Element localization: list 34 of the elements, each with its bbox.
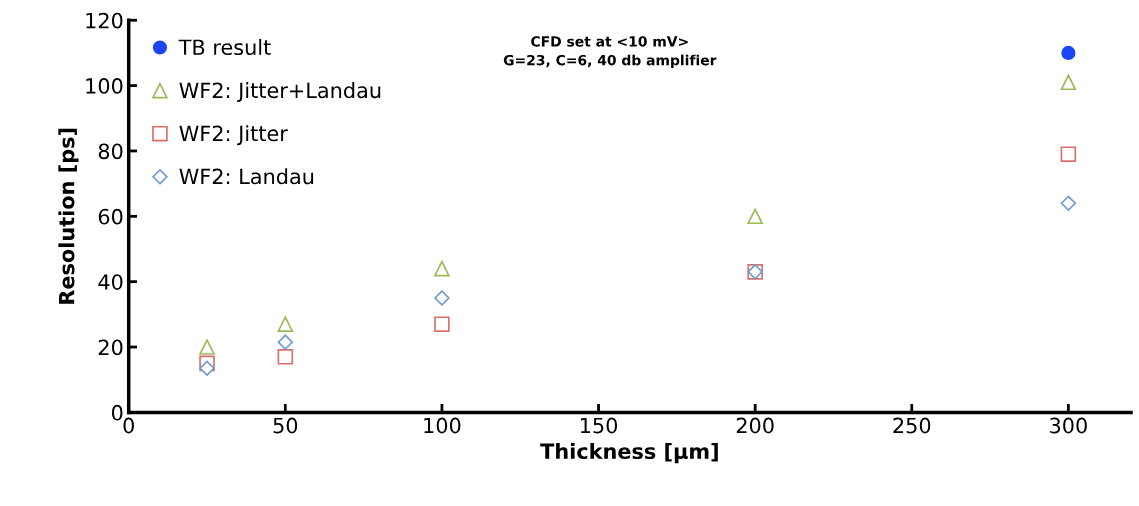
y-tick-label: 20 bbox=[98, 339, 123, 356]
x-tick-label: 0 bbox=[123, 417, 134, 434]
legend-label: WF2: Landau bbox=[179, 168, 314, 185]
point bbox=[277, 334, 294, 350]
legend-label: WF2: Jitter bbox=[179, 125, 288, 146]
point bbox=[1061, 45, 1076, 61]
x-axis-title: Thickness [μm] bbox=[540, 442, 718, 464]
y-tick-label: 100 bbox=[86, 78, 123, 94]
y-tick-label: 80 bbox=[98, 143, 123, 160]
point bbox=[747, 208, 763, 225]
point bbox=[277, 349, 294, 365]
point bbox=[1060, 74, 1077, 91]
point bbox=[199, 339, 215, 355]
point bbox=[277, 316, 294, 332]
point bbox=[1060, 146, 1077, 163]
point bbox=[199, 360, 215, 376]
x-tick-label: 200 bbox=[736, 417, 774, 434]
point bbox=[434, 316, 450, 332]
x-tick-label: 250 bbox=[893, 417, 931, 434]
y-tick-label: 40 bbox=[98, 274, 123, 290]
point bbox=[434, 290, 450, 306]
legend-label: TB result bbox=[178, 38, 271, 56]
point bbox=[434, 260, 450, 277]
y-axis-title: Resolution [ps] bbox=[58, 128, 79, 304]
annotation: CFD set at <10 mV> G=23, C=6, 40 db amplifier bbox=[503, 36, 717, 69]
point bbox=[1060, 195, 1077, 211]
x-tick-label: 300 bbox=[1050, 417, 1087, 434]
y-tick-label: 0 bbox=[111, 404, 123, 421]
x-tick-label: 100 bbox=[424, 417, 461, 434]
x-tick-label: 150 bbox=[580, 417, 618, 434]
y-tick-label: 120 bbox=[86, 12, 123, 29]
legend-label: WF2: Jitter+Landau bbox=[179, 82, 381, 103]
y-tick-label: 60 bbox=[98, 208, 123, 225]
x-tick-label: 50 bbox=[273, 417, 298, 434]
